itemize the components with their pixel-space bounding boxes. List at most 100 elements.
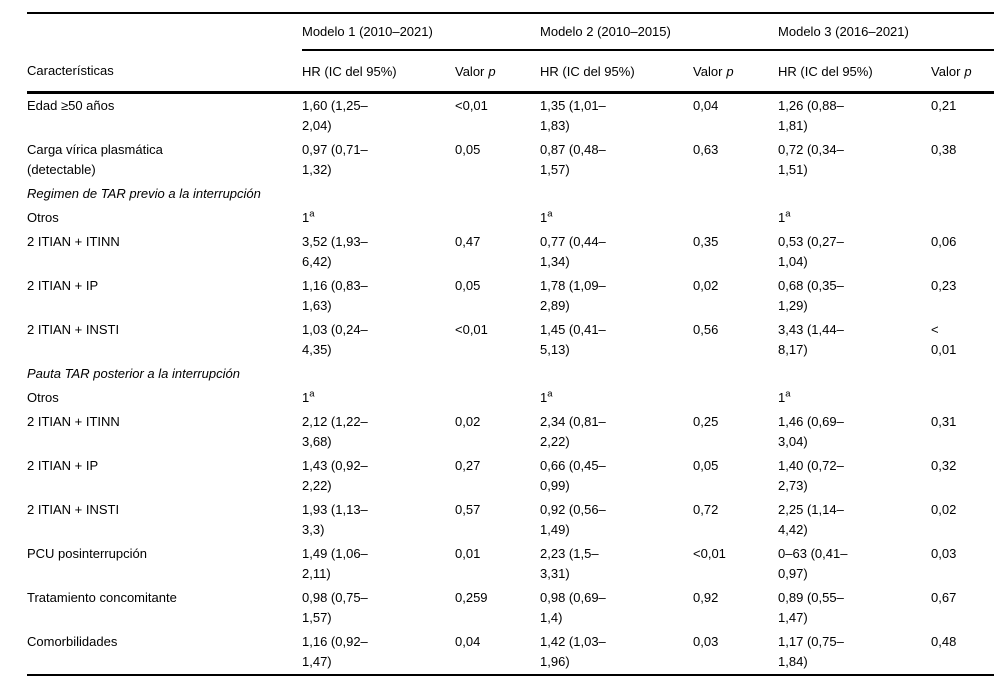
characteristic-label: 2 ITIAN + ITINN	[27, 234, 120, 249]
hr-value: 1,03 (0,24–4,35)	[302, 322, 368, 357]
hr-value: 0,98 (0,69–1,4)	[540, 590, 606, 625]
characteristic-cell: Otros	[27, 206, 302, 230]
hr-cell-model-2: 0,98 (0,69–1,4)	[540, 586, 693, 630]
p-value: <0,01	[455, 98, 488, 113]
hr-cell-model-2: 1,45 (0,41–5,13)	[540, 318, 693, 362]
hr-value: 0,53 (0,27–1,04)	[778, 234, 844, 269]
hr-value: 1a	[778, 388, 791, 405]
p-value: 0,04	[455, 634, 481, 649]
p-symbol: p	[964, 63, 972, 79]
hr-value: 0,87 (0,48–1,57)	[540, 142, 606, 177]
p-value-cell-model-1: 0,47	[455, 230, 540, 274]
p-value-cell-model-1: 0,05	[455, 274, 540, 318]
characteristic-label: Otros	[27, 210, 59, 225]
p-value-cell-model-2: 0,92	[693, 586, 778, 630]
hr-header-model-2: HR (IC del 95%)	[540, 50, 694, 94]
hr-value: 1a	[540, 388, 553, 405]
p-value-cell-model-3: 0,48	[931, 630, 995, 676]
hr-value: 1,93 (1,13–3,3)	[302, 502, 368, 537]
valor-label: Valor	[455, 63, 485, 79]
p-value-cell-model-1: <0,01	[455, 318, 540, 362]
hr-value: 0,89 (0,55–1,47)	[778, 590, 844, 625]
characteristic-label: Otros	[27, 390, 59, 405]
hr-value: 1,42 (1,03–1,96)	[540, 634, 606, 669]
hr-cell-model-1: 1,93 (1,13–3,3)	[302, 498, 455, 542]
p-value-cell-model-2: <0,01	[693, 542, 778, 586]
p-value: 0,63	[693, 142, 719, 157]
hr-cell-model-3: 2,25 (1,14–4,42)	[778, 498, 931, 542]
p-value: 0,48	[931, 634, 957, 649]
p-value-cell-model-2: 0,63	[693, 138, 778, 182]
p-value-cell-model-3: 0,31	[931, 410, 994, 454]
table-body: Edad ≥50 años 1,60 (1,25–2,04) <0,01 1,35 (…	[27, 93, 995, 676]
hr-cell-model-3: 1a	[778, 386, 931, 410]
section-label: Regimen de TAR previo a la interrupción	[27, 186, 261, 201]
hr-value: 1,60 (1,25–2,04)	[302, 98, 368, 133]
hr-cell-model-2: 2,34 (0,81–2,22)	[540, 410, 693, 454]
hr-value: 1,45 (0,41–5,13)	[540, 322, 606, 357]
p-value: 0,02	[931, 502, 957, 517]
hr-value: 0,77 (0,44–1,34)	[540, 234, 606, 269]
p-value: 0,04	[693, 98, 719, 113]
characteristic-cell: Comorbilidades	[27, 630, 302, 676]
section-row: Regimen de TAR previo a la interrupción	[27, 182, 994, 206]
characteristic-label: Edad ≥50 años	[27, 98, 115, 113]
characteristic-label: 2 ITIAN + INSTI	[27, 502, 120, 517]
p-value-cell-model-2: 0,02	[693, 274, 778, 318]
hr-value: 3,43 (1,44–8,17)	[778, 322, 844, 357]
hr-cell-model-3: 0–63 (0,41–0,97)	[778, 542, 931, 586]
hr-value: 1,17 (0,75–1,84)	[778, 634, 844, 669]
p-value-cell-model-3: 0,38	[931, 138, 994, 182]
hr-cell-model-3: 0,72 (0,34–1,51)	[778, 138, 931, 182]
hr-cell-model-1: 0,97 (0,71–1,32)	[302, 138, 455, 182]
column-header-row: Características HR (IC del 95%) Valor p H…	[27, 50, 995, 94]
p-value-cell-model-2: 0,05	[693, 454, 778, 498]
table-row: Tratamiento concomitante 0,98 (0,75–1,57)…	[27, 586, 994, 630]
table-row: Otros 1a 1a 1a	[27, 206, 994, 230]
p-value-cell-model-1	[455, 206, 540, 230]
hr-cell-model-1: 1,43 (0,92–2,22)	[302, 454, 455, 498]
hr-cell-model-3: 1,46 (0,69–3,04)	[778, 410, 931, 454]
p-value-cell-model-3: 0,32	[931, 454, 994, 498]
hr-value: 1,78 (1,09–2,89)	[540, 278, 606, 313]
hr-cell-model-1: 1,16 (0,83–1,63)	[302, 274, 455, 318]
characteristic-label: 2 ITIAN + IP	[27, 278, 99, 293]
p-symbol: p	[488, 63, 496, 79]
table-row: PCU posinterrupción 1,49 (1,06–2,11) 0,01 2…	[27, 542, 994, 586]
table-row: 2 ITIAN + IP 1,16 (0,83–1,63) 0,05 1,78 (1,…	[27, 274, 994, 318]
hr-value: 2,34 (0,81–2,22)	[540, 414, 606, 449]
p-value-cell-model-1: 0,27	[455, 454, 540, 498]
hr-value: 0,68 (0,35–1,29)	[778, 278, 844, 313]
hr-value: 0,92 (0,56–1,49)	[540, 502, 606, 537]
p-value-cell-model-3: 0,23	[931, 274, 994, 318]
footnote-marker: a	[309, 388, 315, 400]
p-header-model-1: Valor p	[455, 50, 541, 94]
valor-label: Valor	[931, 63, 961, 79]
model-2-header: Modelo 2 (2010–2015)	[540, 12, 779, 51]
p-value: 0,47	[455, 234, 481, 249]
p-value-cell-model-2: 0,35	[693, 230, 778, 274]
characteristic-cell: 2 ITIAN + IP	[27, 454, 302, 498]
hr-cell-model-3: 0,53 (0,27–1,04)	[778, 230, 931, 274]
table-row: 2 ITIAN + ITINN 3,52 (1,93–6,42) 0,47 0,77 …	[27, 230, 994, 274]
p-value: 0,05	[455, 278, 481, 293]
p-value: 0,92	[693, 590, 719, 605]
p-value: 0,38	[931, 142, 957, 157]
characteristic-cell: Edad ≥50 años	[27, 93, 302, 139]
hr-value: 1a	[302, 208, 315, 225]
p-value-cell-model-1: 0,04	[455, 630, 541, 676]
p-value-cell-model-2: 0,25	[693, 410, 778, 454]
p-value-cell-model-2: 0,04	[693, 93, 778, 139]
p-value: <0,01	[455, 322, 488, 337]
hr-value: 1,40 (0,72–2,73)	[778, 458, 844, 493]
model-1-header: Modelo 1 (2010–2021)	[302, 12, 541, 51]
characteristic-cell: PCU posinterrupción	[27, 542, 302, 586]
characteristic-label: 2 ITIAN + IP	[27, 458, 99, 473]
table-row: Comorbilidades 1,16 (0,92–1,47) 0,04 1,42 (…	[27, 630, 995, 676]
hr-cell-model-3: 0,89 (0,55–1,47)	[778, 586, 931, 630]
hr-cell-model-2: 0,87 (0,48–1,57)	[540, 138, 693, 182]
p-value-cell-model-1: 0,01	[455, 542, 540, 586]
hr-value: 1,43 (0,92–2,22)	[302, 458, 368, 493]
hr-cell-model-3: 3,43 (1,44–8,17)	[778, 318, 931, 362]
